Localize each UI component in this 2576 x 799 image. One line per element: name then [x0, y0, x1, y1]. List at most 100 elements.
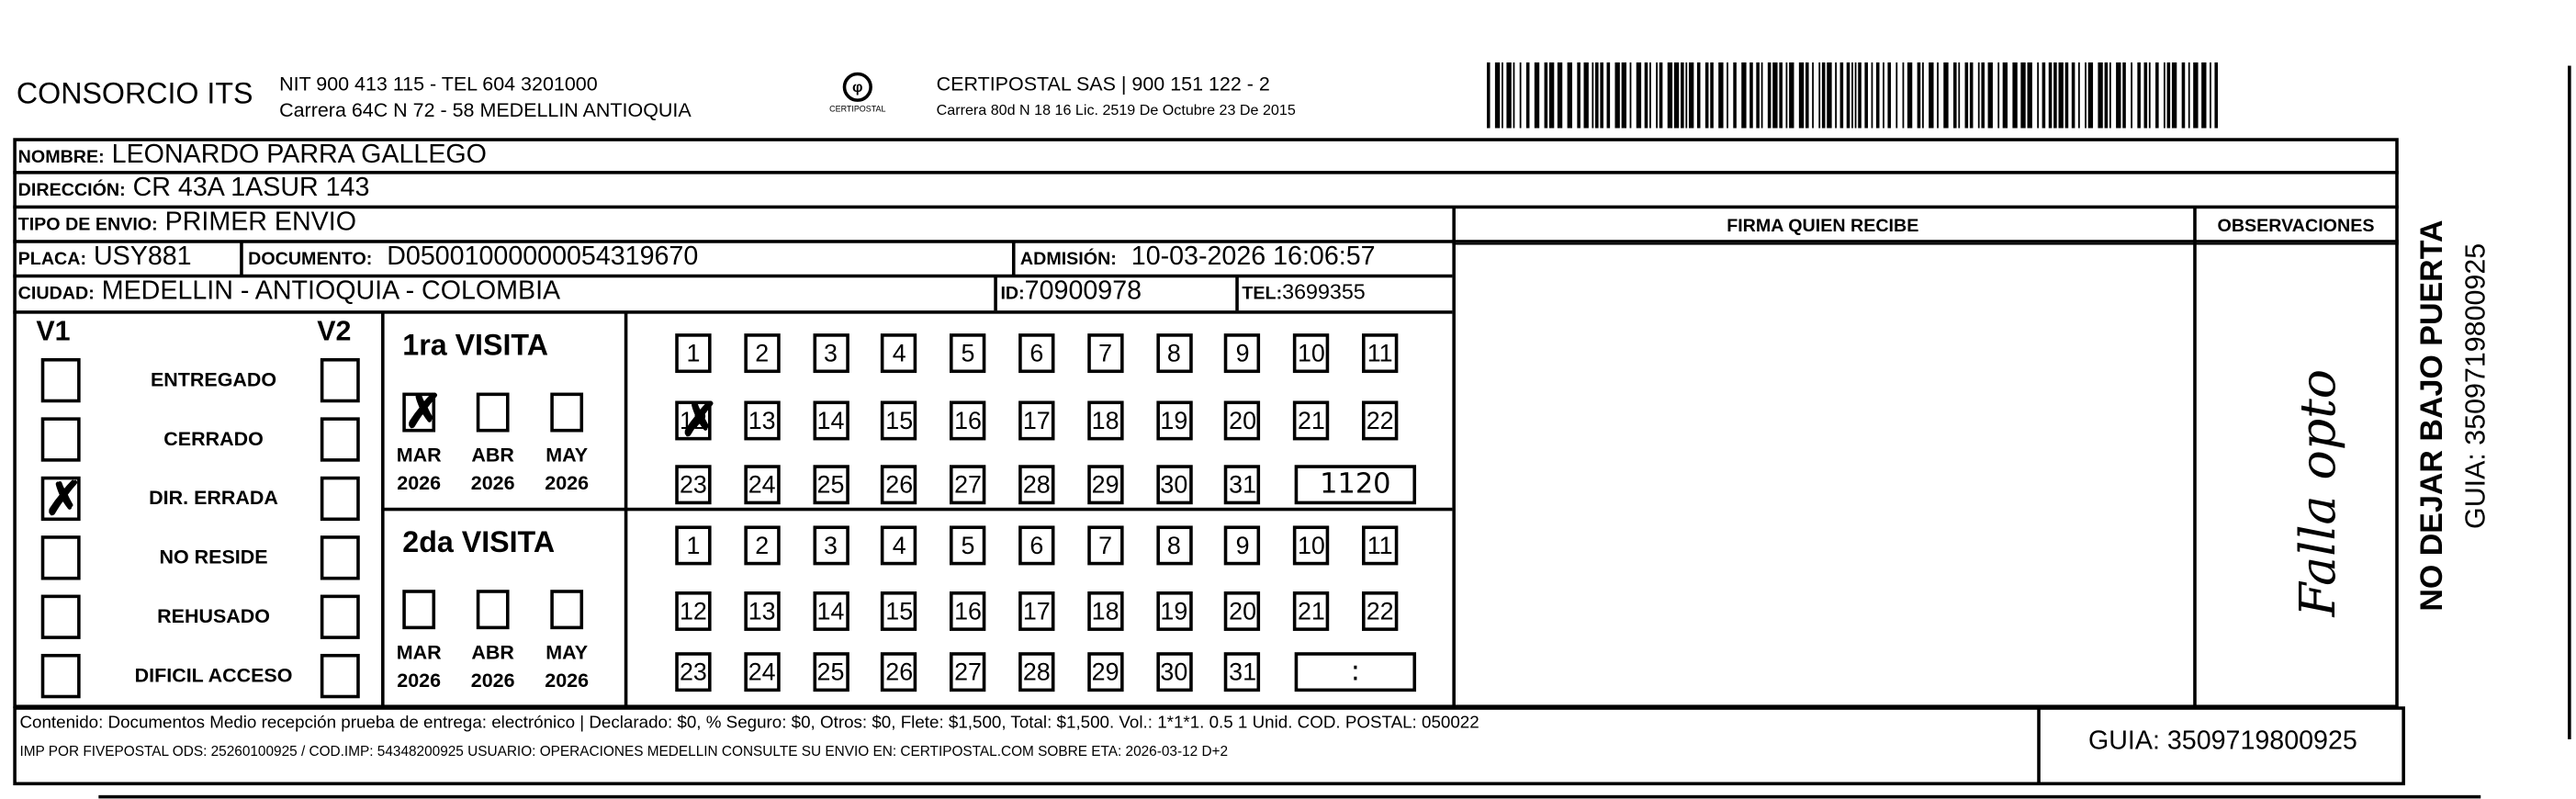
month-checkbox-may[interactable] — [550, 392, 584, 433]
day-box-23[interactable]: 23 — [675, 652, 712, 692]
day-box-6[interactable]: 6 — [1018, 333, 1055, 374]
day-box-12[interactable]: 12 ✗ — [675, 397, 719, 443]
day-box-26[interactable]: 26 — [881, 652, 917, 692]
tel-field: TEL:3699355 — [1242, 279, 1365, 304]
day-box-22[interactable]: 22 — [1361, 400, 1399, 441]
month-checkbox-abr[interactable] — [476, 590, 510, 630]
barcode-bar — [1812, 62, 1814, 129]
v2-checkbox-4[interactable] — [320, 594, 360, 639]
day-box-22[interactable]: 22 — [1361, 591, 1399, 631]
day-box-28[interactable]: 28 — [1018, 465, 1055, 505]
v2-checkbox-5[interactable] — [320, 653, 360, 699]
v1-checkbox-3[interactable] — [40, 535, 81, 580]
v2-checkbox-2[interactable] — [320, 476, 360, 522]
day-box-20[interactable]: 20 — [1224, 591, 1261, 631]
firma-header: FIRMA QUIEN RECIBE — [1727, 217, 1919, 237]
day-box-1[interactable]: 1 — [675, 333, 712, 374]
v1-checkbox-4[interactable] — [40, 594, 81, 639]
company-nit: NIT 900 413 115 - TEL 604 3201000 — [279, 72, 598, 96]
v2-checkbox-0[interactable] — [320, 357, 360, 403]
v2-checkbox-1[interactable] — [320, 417, 360, 462]
day-box-3[interactable]: 3 — [812, 333, 849, 374]
day-box-6[interactable]: 6 — [1018, 525, 1055, 566]
day-box-16[interactable]: 16 — [950, 591, 986, 631]
day-box-7[interactable]: 7 — [1086, 525, 1124, 566]
day-box-16[interactable]: 16 — [950, 400, 986, 441]
day-box-9[interactable]: 9 — [1224, 525, 1261, 566]
barcode-bar — [2201, 62, 2207, 129]
day-box-19[interactable]: 19 — [1155, 400, 1193, 441]
month-checkbox-may[interactable] — [550, 590, 584, 630]
day-box-5[interactable]: 5 — [950, 333, 986, 374]
day-box-14[interactable]: 14 — [812, 591, 849, 631]
day-box-5[interactable]: 5 — [950, 525, 986, 566]
barcode-bar — [1981, 62, 1985, 129]
day-box-23[interactable]: 23 — [675, 465, 712, 505]
month-checkbox-mar[interactable]: ✗ — [402, 388, 443, 434]
visit-title: 1ra VISITA — [402, 328, 548, 362]
day-box-25[interactable]: 25 — [812, 652, 849, 692]
barcode-bar — [1688, 62, 1694, 129]
day-box-12[interactable]: 12 — [675, 591, 712, 631]
day-box-18[interactable]: 18 — [1086, 400, 1124, 441]
day-box-24[interactable]: 24 — [744, 652, 781, 692]
day-box-18[interactable]: 18 — [1086, 591, 1124, 631]
v1-checkbox-5[interactable] — [40, 653, 81, 699]
day-box-29[interactable]: 29 — [1086, 465, 1124, 505]
barcode-bar — [1798, 62, 1805, 129]
v2-checkbox-3[interactable] — [320, 535, 360, 580]
day-box-10[interactable]: 10 — [1293, 525, 1330, 566]
day-box-27[interactable]: 27 — [950, 465, 986, 505]
day-box-2[interactable]: 2 — [744, 525, 781, 566]
day-box-26[interactable]: 26 — [881, 465, 917, 505]
visit-time-field[interactable]: : — [1294, 652, 1417, 692]
divider — [1452, 207, 1456, 709]
v1-checkbox-1[interactable] — [40, 417, 81, 462]
day-box-28[interactable]: 28 — [1018, 652, 1055, 692]
divider — [13, 171, 2399, 174]
day-box-4[interactable]: 4 — [881, 525, 917, 566]
day-box-31[interactable]: 31 — [1224, 465, 1261, 505]
day-box-25[interactable]: 25 — [812, 465, 849, 505]
barcode-bar — [1534, 62, 1540, 129]
day-box-7[interactable]: 7 — [1086, 333, 1124, 374]
day-box-10[interactable]: 10 — [1293, 333, 1330, 374]
day-box-1[interactable]: 1 — [675, 525, 712, 566]
month-checkbox-abr[interactable] — [476, 392, 510, 433]
day-box-2[interactable]: 2 — [744, 333, 781, 374]
day-box-11[interactable]: 11 — [1361, 333, 1399, 374]
day-box-30[interactable]: 30 — [1155, 652, 1193, 692]
day-box-13[interactable]: 13 — [744, 400, 781, 441]
day-box-27[interactable]: 27 — [950, 652, 986, 692]
day-box-4[interactable]: 4 — [881, 333, 917, 374]
day-box-15[interactable]: 15 — [881, 591, 917, 631]
id-field: ID:70900978 — [1000, 277, 1142, 307]
day-box-21[interactable]: 21 — [1293, 400, 1330, 441]
month-checkbox-mar[interactable] — [402, 590, 436, 630]
v1-checkbox-2[interactable]: ✗ — [40, 476, 83, 522]
day-box-15[interactable]: 15 — [881, 400, 917, 441]
day-box-17[interactable]: 17 — [1018, 591, 1055, 631]
day-box-13[interactable]: 13 — [744, 591, 781, 631]
v1-checkbox-0[interactable] — [40, 357, 81, 403]
barcode-bar — [1544, 62, 1548, 129]
barcode-bar — [1733, 62, 1737, 129]
day-box-24[interactable]: 24 — [744, 465, 781, 505]
divider — [2193, 207, 2197, 709]
day-box-11[interactable]: 11 — [1361, 525, 1399, 566]
day-box-8[interactable]: 8 — [1155, 525, 1193, 566]
day-box-9[interactable]: 9 — [1224, 333, 1261, 374]
day-box-3[interactable]: 3 — [812, 525, 849, 566]
day-box-19[interactable]: 19 — [1155, 591, 1193, 631]
day-box-8[interactable]: 8 — [1155, 333, 1193, 374]
visit-time-field[interactable]: 1120 — [1294, 465, 1417, 505]
day-box-20[interactable]: 20 — [1224, 400, 1261, 441]
day-box-30[interactable]: 30 — [1155, 465, 1193, 505]
day-box-14[interactable]: 14 — [812, 400, 849, 441]
day-box-29[interactable]: 29 — [1086, 652, 1124, 692]
day-box-31[interactable]: 31 — [1224, 652, 1261, 692]
barcode-bar — [1789, 62, 1794, 129]
day-box-17[interactable]: 17 — [1018, 400, 1055, 441]
barcode-bar — [1969, 62, 1974, 129]
day-box-21[interactable]: 21 — [1293, 591, 1330, 631]
